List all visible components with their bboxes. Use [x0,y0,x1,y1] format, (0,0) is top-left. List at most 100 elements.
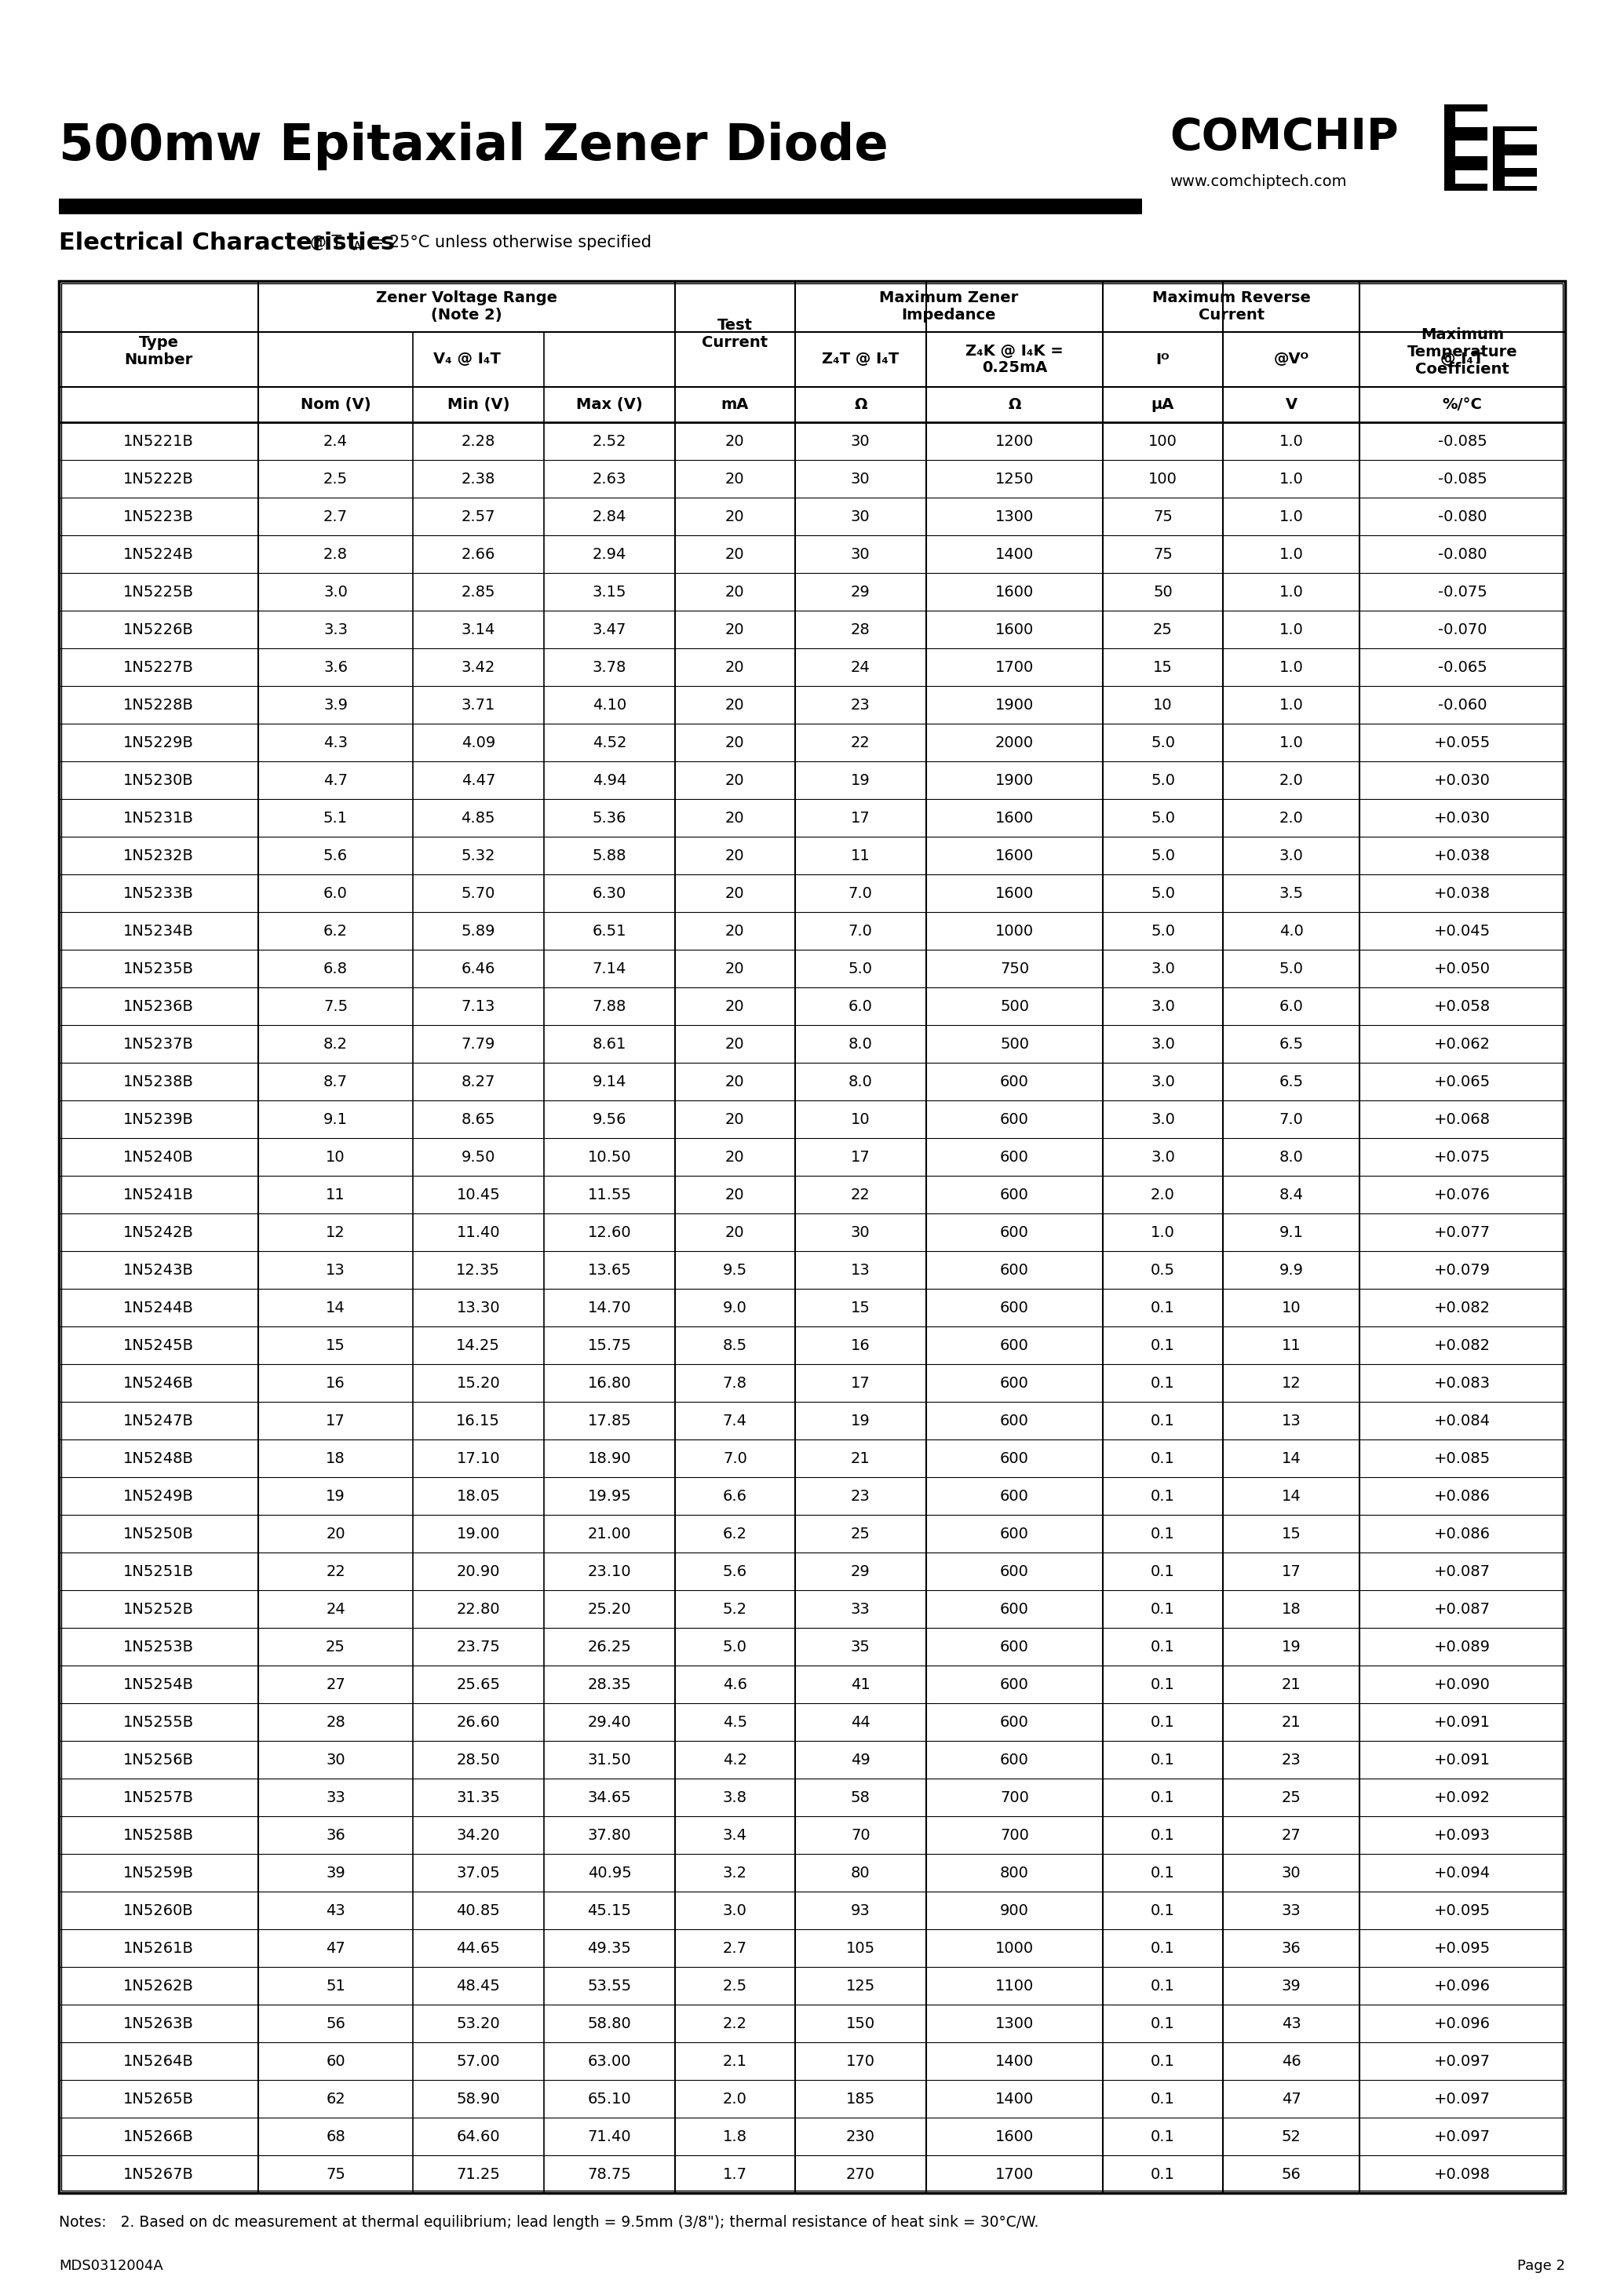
Text: 14: 14 [326,1301,346,1315]
Text: 16: 16 [851,1338,870,1352]
Text: 1N5251B: 1N5251B [123,1563,193,1579]
Text: 9.1: 9.1 [1280,1226,1304,1239]
Text: MDS0312004A: MDS0312004A [58,2258,162,2272]
Text: 31.35: 31.35 [456,1790,500,1804]
Text: 1N5242B: 1N5242B [123,1226,193,1239]
Bar [1504,177,1536,186]
Text: 0.1: 0.1 [1151,1678,1176,1691]
Text: 11: 11 [1281,1338,1301,1352]
Text: 7.13: 7.13 [461,998,495,1014]
Text: 25: 25 [1281,1790,1301,1804]
Text: 1400: 1400 [996,2091,1034,2107]
Text: 20: 20 [726,698,745,711]
Text: 8.4: 8.4 [1280,1187,1304,1203]
Text: 3.3: 3.3 [323,622,348,638]
Text: 40.85: 40.85 [456,1903,500,1919]
Text: 3.0: 3.0 [323,585,348,599]
Text: 1.0: 1.0 [1280,698,1304,711]
Text: 62: 62 [326,2091,346,2107]
Text: 1900: 1900 [996,773,1034,787]
Text: 1300: 1300 [996,509,1034,523]
Text: 1N5250B: 1N5250B [123,1526,193,1542]
Text: 75: 75 [1153,546,1173,562]
Text: 4.94: 4.94 [593,773,627,787]
Text: %/°C: %/°C [1442,397,1483,413]
Text: 22.80: 22.80 [456,1602,500,1616]
Text: 1N5253B: 1N5253B [123,1639,193,1655]
Text: 24: 24 [851,659,870,675]
Text: 20.90: 20.90 [456,1563,500,1579]
Text: 5.6: 5.6 [723,1563,747,1579]
Text: 1N5266B: 1N5266B [123,2130,193,2144]
Text: 22: 22 [851,1187,870,1203]
Text: 3.0: 3.0 [1151,1111,1176,1127]
Text: +0.030: +0.030 [1434,810,1491,826]
Text: 600: 600 [1000,1226,1030,1239]
Text: Iᴼ: Iᴼ [1156,351,1169,367]
Text: 2.5: 2.5 [323,470,348,487]
Text: 3.0: 3.0 [1151,998,1176,1014]
Text: 5.0: 5.0 [848,962,872,975]
Text: 6.2: 6.2 [323,923,348,939]
Text: 1N5233B: 1N5233B [123,886,193,900]
Text: 6.46: 6.46 [461,962,495,975]
Text: 5.2: 5.2 [723,1602,747,1616]
Text: 8.27: 8.27 [461,1074,495,1090]
Text: 7.79: 7.79 [461,1037,495,1051]
Text: 1700: 1700 [996,659,1034,675]
Text: mA: mA [721,397,749,413]
Text: www.comchiptech.com: www.comchiptech.com [1169,174,1346,188]
Text: 100: 100 [1148,470,1177,487]
Text: 500: 500 [1000,998,1030,1014]
Text: 600: 600 [1000,1338,1030,1352]
Text: Zener Voltage Range
(Note 2): Zener Voltage Range (Note 2) [377,291,557,324]
Text: 15.20: 15.20 [456,1375,500,1391]
Text: Ω: Ω [1009,397,1021,413]
Text: 71.25: 71.25 [456,2166,500,2183]
Text: 36: 36 [1281,1942,1301,1955]
Text: 15.75: 15.75 [588,1338,632,1352]
Text: 600: 600 [1000,1111,1030,1127]
Text: 3.0: 3.0 [1280,849,1304,863]
Text: 14: 14 [1281,1450,1301,1467]
Text: 16.80: 16.80 [588,1375,632,1391]
Text: 14.25: 14.25 [456,1338,500,1352]
Text: 17.85: 17.85 [588,1414,632,1427]
Text: 1N5259B: 1N5259B [123,1866,193,1880]
Text: 6.6: 6.6 [723,1489,747,1503]
Text: 20: 20 [326,1526,346,1542]
Text: 58.90: 58.90 [456,2091,500,2107]
Text: 17: 17 [851,1375,870,1391]
Text: 2.4: 2.4 [323,434,348,448]
Text: 23: 23 [851,698,870,711]
Text: -0.085: -0.085 [1437,434,1488,448]
Text: 3.5: 3.5 [1280,886,1304,900]
Text: 20: 20 [726,998,745,1014]
Text: 0.1: 0.1 [1151,1526,1176,1542]
Text: 8.0: 8.0 [848,1074,872,1090]
Text: 125: 125 [846,1978,875,1994]
Text: 33: 33 [851,1602,870,1616]
Text: 49.35: 49.35 [588,1942,632,1955]
Text: 0.1: 0.1 [1151,1301,1176,1315]
Text: @ T: @ T [310,234,341,250]
Text: 20: 20 [726,585,745,599]
Text: 37.80: 37.80 [588,1827,632,1843]
Text: 30: 30 [851,509,870,523]
Text: 25.65: 25.65 [456,1678,500,1691]
Text: 12: 12 [1281,1375,1301,1391]
Text: 1N5241B: 1N5241B [123,1187,193,1203]
Text: 34.20: 34.20 [456,1827,500,1843]
Text: 0.1: 0.1 [1151,2091,1176,2107]
Text: 0.1: 0.1 [1151,1450,1176,1467]
Text: 0.1: 0.1 [1151,1942,1176,1955]
Text: 1100: 1100 [996,1978,1034,1994]
Text: 36: 36 [326,1827,346,1843]
Text: +0.065: +0.065 [1434,1074,1491,1090]
Text: 1.0: 1.0 [1280,509,1304,523]
Text: 230: 230 [846,2130,875,2144]
Text: 2000: 2000 [996,734,1034,750]
Text: 3.0: 3.0 [723,1903,747,1919]
Text: V: V [1285,397,1298,413]
Text: 20: 20 [726,734,745,750]
